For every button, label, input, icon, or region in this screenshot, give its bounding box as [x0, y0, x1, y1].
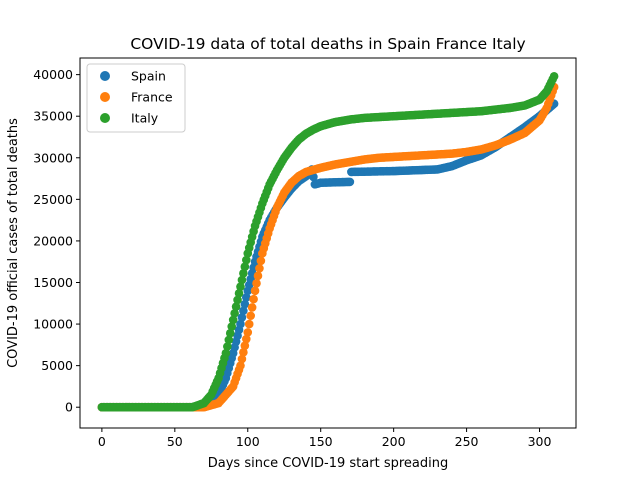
- y-tick-label: 30000: [33, 150, 73, 165]
- x-tick-label: 300: [528, 434, 552, 449]
- legend: Spain France Italy: [86, 63, 186, 133]
- x-tick-label: 0: [98, 434, 106, 449]
- data-point: [240, 262, 250, 271]
- y-tick-label: 0: [65, 400, 73, 415]
- data-point: [256, 256, 266, 266]
- y-axis: 0 5000 10000 15000 20000 25000 30000 35000 40000: [33, 67, 80, 415]
- x-tick-label: 200: [382, 434, 406, 449]
- data-point: [255, 264, 264, 273]
- y-tick-label: 25000: [33, 192, 73, 207]
- data-point: [240, 299, 250, 309]
- data-point: [242, 334, 251, 344]
- legend-marker: [100, 113, 110, 123]
- data-point: [225, 328, 235, 338]
- legend-box: [86, 63, 186, 133]
- data-point: [221, 348, 231, 358]
- x-axis: 0 50 100 150 200 250 300: [98, 428, 552, 449]
- chart-title: COVID-19 data of total deaths in Spain F…: [130, 35, 525, 53]
- data-point: [237, 354, 247, 364]
- x-axis-label: Days since COVID-19 start spreading: [208, 456, 448, 471]
- legend-label: Spain: [131, 69, 166, 84]
- data-point: [231, 302, 241, 311]
- data-point: [253, 271, 263, 281]
- data-point: [239, 306, 248, 316]
- data-point: [227, 322, 237, 331]
- y-tick-label: 35000: [33, 109, 73, 124]
- data-point: [236, 319, 245, 329]
- data-point: [236, 361, 245, 370]
- data-point: [345, 177, 355, 187]
- data-point: [242, 255, 251, 265]
- data-point: [237, 313, 247, 322]
- data-point: [252, 279, 261, 288]
- data-point: [228, 315, 238, 325]
- series-italy: [97, 71, 559, 412]
- data-point: [240, 341, 250, 350]
- data-point: [244, 319, 254, 329]
- y-tick-label: 15000: [33, 275, 73, 290]
- legend-label: Italy: [131, 111, 159, 126]
- legend-label: France: [131, 90, 173, 105]
- data-point: [250, 286, 260, 296]
- data-point: [223, 342, 232, 351]
- data-point: [234, 289, 244, 298]
- data-point: [246, 311, 255, 321]
- data-point: [224, 335, 234, 345]
- x-tick-label: 150: [309, 434, 333, 449]
- data-point: [549, 71, 559, 81]
- data-point: [247, 303, 257, 312]
- y-tick-label: 20000: [33, 233, 73, 248]
- data-point: [239, 269, 248, 278]
- data-point: [230, 308, 239, 318]
- legend-marker: [100, 92, 110, 102]
- legend-marker: [100, 71, 110, 81]
- y-tick-label: 40000: [33, 67, 73, 82]
- x-tick-label: 250: [455, 434, 479, 449]
- data-point: [239, 348, 248, 357]
- data-point: [237, 275, 247, 285]
- data-point: [242, 293, 251, 302]
- y-tick-label: 10000: [33, 317, 73, 332]
- y-tick-label: 5000: [41, 358, 73, 373]
- series-layer: [97, 71, 559, 412]
- x-tick-label: 50: [167, 434, 183, 449]
- data-point: [243, 328, 253, 337]
- y-axis-label: COVID-19 official cases of total deaths: [6, 118, 21, 368]
- plot-frame: [79, 57, 577, 429]
- data-point: [236, 282, 245, 291]
- data-point: [233, 295, 242, 305]
- data-point: [249, 294, 258, 304]
- x-tick-label: 100: [236, 434, 260, 449]
